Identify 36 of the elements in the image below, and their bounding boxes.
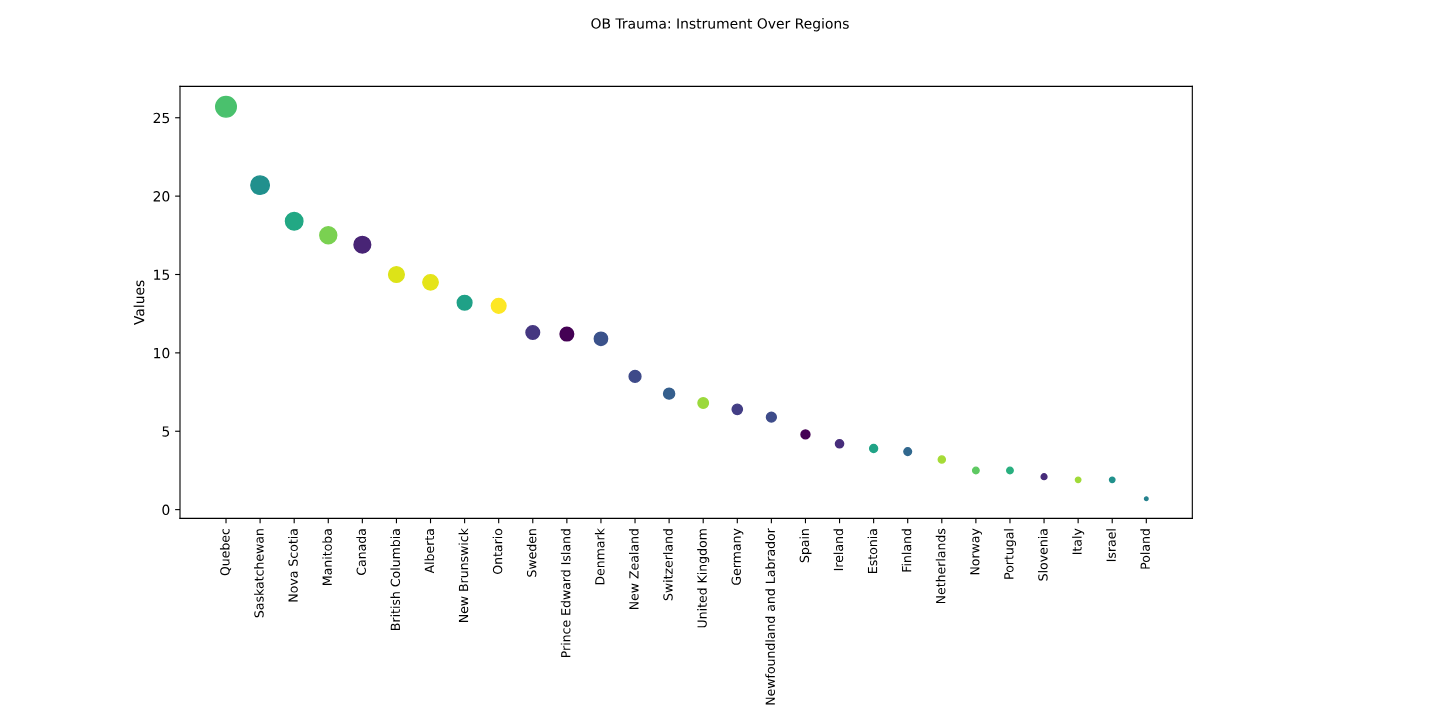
x-tick-label: Newfoundland and Labrador	[765, 528, 775, 705]
x-tick-label: British Columbia	[390, 529, 401, 630]
x-tick-label: Denmark	[594, 528, 605, 585]
x-tick-label: Finland	[901, 529, 912, 572]
x-tick-label: Sweden	[526, 529, 537, 577]
x-tick-label: New Brunswick	[458, 528, 469, 623]
x-tick-label: Prince Edward Island	[560, 529, 571, 658]
x-tick-label: Alberta	[424, 529, 435, 574]
x-tick-label: Spain	[799, 529, 812, 563]
x-tick-label: Poland	[1140, 529, 1150, 569]
x-tick-label: Ontario	[492, 528, 503, 574]
x-tick-label: Saskatchewan	[254, 529, 264, 618]
y-tick-label: 20	[153, 191, 170, 202]
chart-title: OB Trauma: Instrument Over Regions	[591, 18, 849, 32]
y-tick-label: 0	[162, 504, 170, 516]
x-tick-label: Switzerland	[663, 529, 673, 601]
x-tick-label: Slovenia	[1038, 529, 1048, 581]
x-tick-label: Italy	[1072, 528, 1085, 555]
x-tick-label: Portugal	[1003, 529, 1017, 579]
y-tick-label: 15	[154, 269, 170, 280]
y-tick-label: 25	[153, 112, 170, 124]
y-tick-label: 10	[154, 347, 170, 359]
y-axis-title: Values	[133, 280, 145, 325]
x-tick-label: Estonia	[867, 529, 878, 573]
x-tick-label: Germany	[731, 528, 744, 585]
x-tick-label: Netherlands	[935, 528, 946, 604]
y-tick-label: 5	[162, 426, 170, 437]
x-tick-label: Quebec	[219, 528, 232, 576]
x-tick-label: United Kingdom	[697, 529, 710, 628]
x-tick-label: Manitoba	[322, 529, 332, 585]
x-tick-label: Canada	[356, 529, 366, 575]
x-tick-label: Norway	[970, 528, 982, 575]
x-tick-label: Nova Scotia	[288, 529, 298, 602]
x-tick-label: Israel	[1106, 529, 1116, 562]
x-tick-label: New Zealand	[628, 529, 639, 610]
x-tick-label: Ireland	[833, 529, 844, 571]
